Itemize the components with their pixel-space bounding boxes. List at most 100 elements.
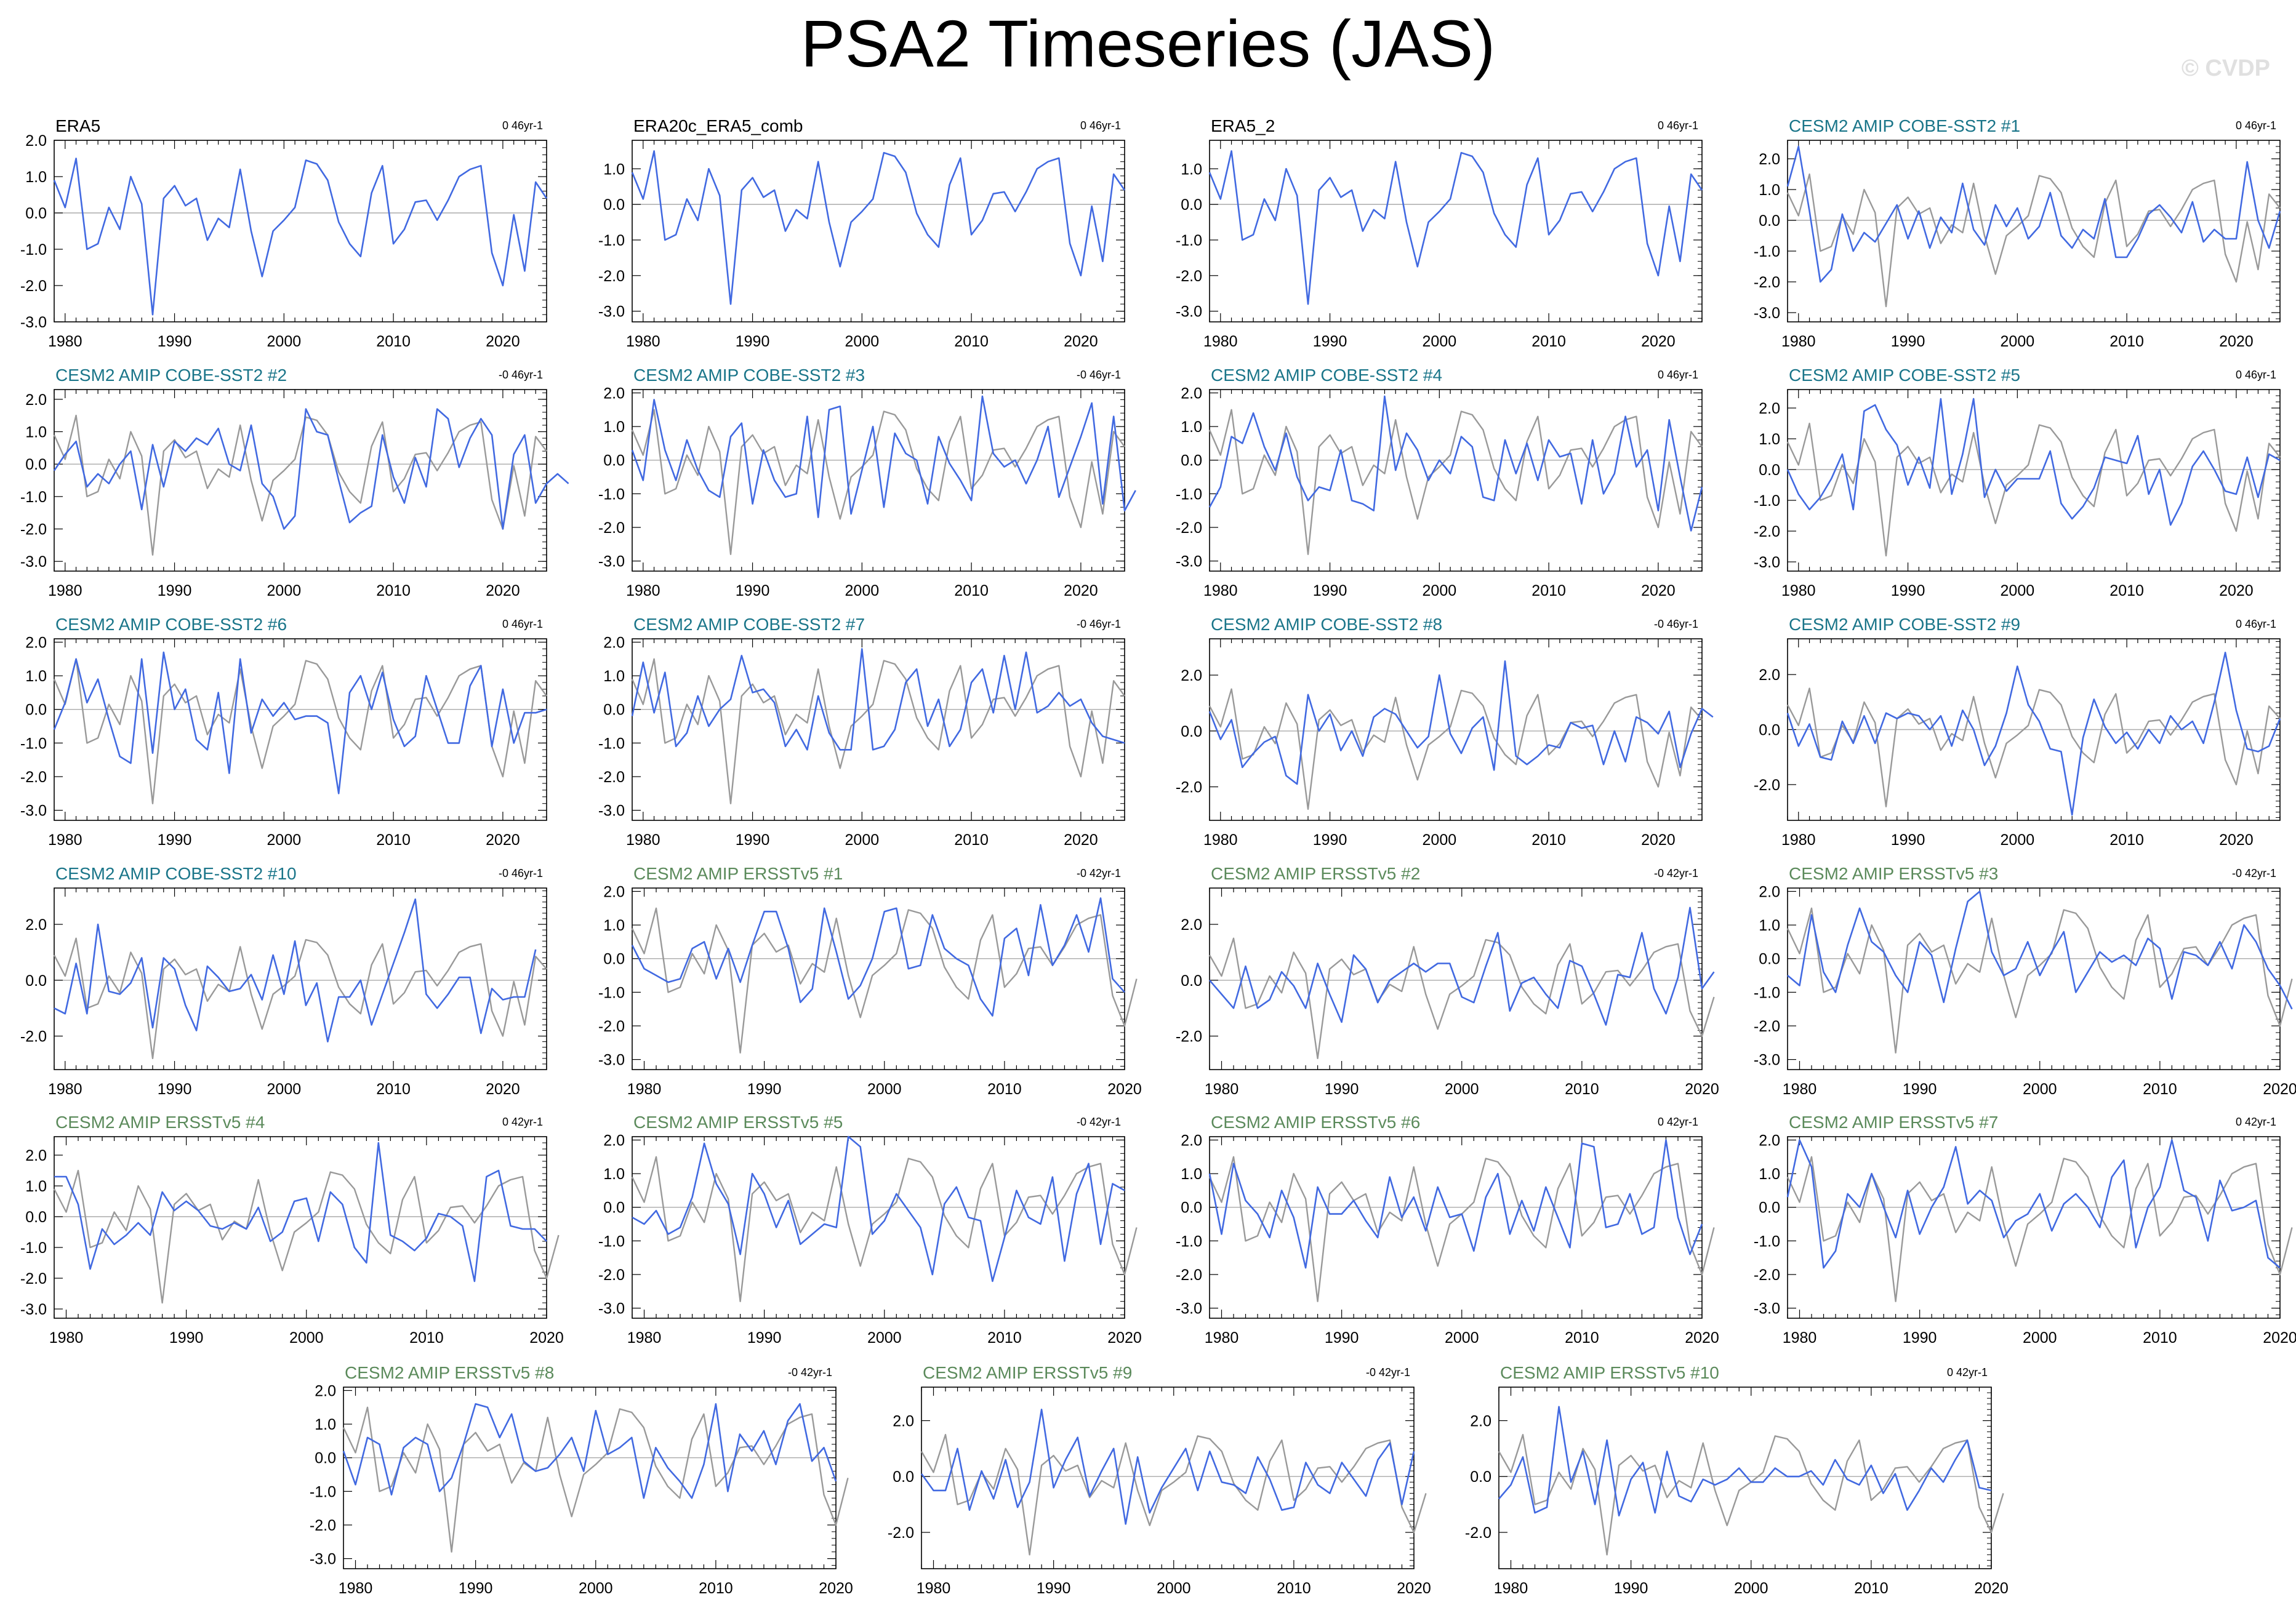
y-tick-label: 1.0 xyxy=(315,1416,336,1433)
y-tick-label: -3.0 xyxy=(20,1301,47,1318)
y-tick-label: -3.0 xyxy=(20,314,47,331)
panel-4: CESM2 AMIP COBE-SST2 #1 0 46yr-1 1980 1990 2… xyxy=(1754,116,2281,350)
model-series-line xyxy=(1209,907,1715,1026)
y-tick-label: 1.0 xyxy=(603,668,625,685)
y-tick-label: 2.0 xyxy=(25,916,47,934)
plot-frame xyxy=(54,140,547,322)
y-tick-label: -3.0 xyxy=(1754,554,1780,571)
plot-frame xyxy=(1209,140,1703,322)
y-tick-label: 0.0 xyxy=(1759,462,1780,479)
y-tick-label: 1.0 xyxy=(603,1166,625,1183)
model-series-line xyxy=(1208,150,1703,305)
panel-title: CESM2 AMIP COBE-SST2 #1 xyxy=(1789,116,2020,135)
y-tick-label: -2.0 xyxy=(1465,1524,1491,1542)
plot-frame xyxy=(343,1387,837,1569)
y-tick-label: -2.0 xyxy=(1754,1267,1780,1284)
obs-series-line xyxy=(1786,687,2281,807)
y-tick-label: -2.0 xyxy=(1176,1267,1202,1284)
trend-label: 0 42yr-1 xyxy=(2236,1116,2276,1128)
x-tick-label: 2000 xyxy=(845,333,880,350)
model-series-line xyxy=(920,1409,1415,1525)
plot-frame xyxy=(1498,1387,1992,1569)
x-tick-label: 2020 xyxy=(1641,333,1676,350)
x-tick-label: 1990 xyxy=(736,831,770,849)
y-tick-label: 2.0 xyxy=(25,1147,47,1164)
x-tick-label: 1990 xyxy=(1891,831,1925,849)
y-tick-label: -2.0 xyxy=(598,1018,625,1035)
x-tick-label: 2000 xyxy=(867,1329,902,1347)
panel-16: CESM2 AMIP ERSSTv5 #3 -0 42yr-1 1980 1990 20… xyxy=(1754,864,2296,1098)
x-tick-label: 2000 xyxy=(267,582,302,599)
y-tick-label: -2.0 xyxy=(1176,519,1202,537)
x-tick-label: 2000 xyxy=(1157,1580,1191,1597)
y-tick-label: 2.0 xyxy=(1181,1132,1202,1149)
y-tick-label: 0.0 xyxy=(893,1468,914,1486)
plot-frame xyxy=(1787,389,2281,572)
model-series-line xyxy=(1498,1406,1992,1517)
x-tick-label: 1980 xyxy=(48,582,82,599)
y-tick-label: 2.0 xyxy=(1470,1412,1491,1430)
x-tick-label: 2010 xyxy=(987,1081,1022,1098)
panel-14: CESM2 AMIP ERSSTv5 #1 -0 42yr-1 1980 1990 20… xyxy=(598,864,1142,1098)
x-tick-label: 1990 xyxy=(736,582,770,599)
y-tick-label: 1.0 xyxy=(1759,182,1780,199)
y-tick-label: -2.0 xyxy=(310,1517,336,1534)
x-tick-label: 2020 xyxy=(1974,1580,2009,1597)
panel-6: CESM2 AMIP COBE-SST2 #3 -0 46yr-1 1980 1990… xyxy=(598,366,1136,599)
x-tick-label: 1980 xyxy=(48,333,82,350)
y-tick-label: 0.0 xyxy=(1470,1468,1491,1486)
y-tick-label: -2.0 xyxy=(1754,523,1780,540)
obs-series-line xyxy=(1786,422,2281,557)
trend-label: -0 46yr-1 xyxy=(1077,369,1121,381)
x-tick-label: 2020 xyxy=(1064,582,1098,599)
trend-label: -0 46yr-1 xyxy=(499,369,543,381)
x-tick-label: 2020 xyxy=(486,582,520,599)
y-tick-label: 2.0 xyxy=(25,132,47,150)
x-tick-label: 2000 xyxy=(1423,831,1457,849)
trend-label: 0 46yr-1 xyxy=(502,618,543,630)
x-tick-label: 1980 xyxy=(48,831,82,849)
panel-title: CESM2 AMIP COBE-SST2 #6 xyxy=(55,615,287,634)
x-tick-label: 2020 xyxy=(819,1580,853,1597)
y-tick-label: 0.0 xyxy=(1181,196,1202,214)
y-tick-label: -1.0 xyxy=(310,1483,336,1500)
y-tick-label: -1.0 xyxy=(1754,492,1780,510)
panel-9: CESM2 AMIP COBE-SST2 #6 0 46yr-1 1980 1990 2… xyxy=(20,615,547,849)
x-tick-label: 2000 xyxy=(579,1580,613,1597)
y-tick-label: 0.0 xyxy=(603,702,625,719)
panel-title: CESM2 AMIP ERSSTv5 #9 xyxy=(923,1363,1132,1382)
y-tick-label: -3.0 xyxy=(1176,553,1202,570)
y-tick-label: -1.0 xyxy=(20,1239,47,1257)
y-tick-label: -2.0 xyxy=(888,1524,914,1542)
trend-label: -0 42yr-1 xyxy=(788,1366,832,1379)
x-tick-label: 2000 xyxy=(1734,1580,1768,1597)
x-tick-label: 2010 xyxy=(987,1329,1022,1347)
x-tick-label: 1980 xyxy=(626,582,660,599)
model-series-line xyxy=(53,651,547,794)
plot-frame xyxy=(1209,389,1703,572)
y-tick-label: 1.0 xyxy=(603,418,625,436)
y-tick-label: 0.0 xyxy=(315,1450,336,1467)
x-tick-label: 2020 xyxy=(1107,1081,1142,1098)
model-series-line xyxy=(54,1142,547,1283)
y-tick-label: 0.0 xyxy=(1759,951,1780,968)
obs-series-line xyxy=(53,1169,560,1304)
obs-series-line xyxy=(1208,1156,1715,1302)
x-tick-label: 2020 xyxy=(1107,1329,1142,1347)
y-tick-label: 2.0 xyxy=(25,391,47,409)
x-tick-label: 1990 xyxy=(1313,831,1347,849)
model-series-line xyxy=(631,897,1125,1017)
panel-18: CESM2 AMIP ERSSTv5 #5 -0 42yr-1 1980 1990 20… xyxy=(598,1113,1142,1347)
y-tick-label: -1.0 xyxy=(1176,486,1202,503)
x-tick-label: 2010 xyxy=(376,831,411,849)
panel-23: CESM2 AMIP ERSSTv5 #10 0 42yr-1 1980 1990 20… xyxy=(1465,1363,2009,1597)
y-tick-label: -1.0 xyxy=(598,232,625,249)
obs-series-line xyxy=(631,409,1125,555)
x-tick-label: 1990 xyxy=(459,1580,493,1597)
plot-frame xyxy=(632,887,1125,1070)
plot-frame xyxy=(632,389,1125,572)
x-tick-label: 1980 xyxy=(1781,831,1816,849)
x-tick-label: 2000 xyxy=(2023,1329,2057,1347)
